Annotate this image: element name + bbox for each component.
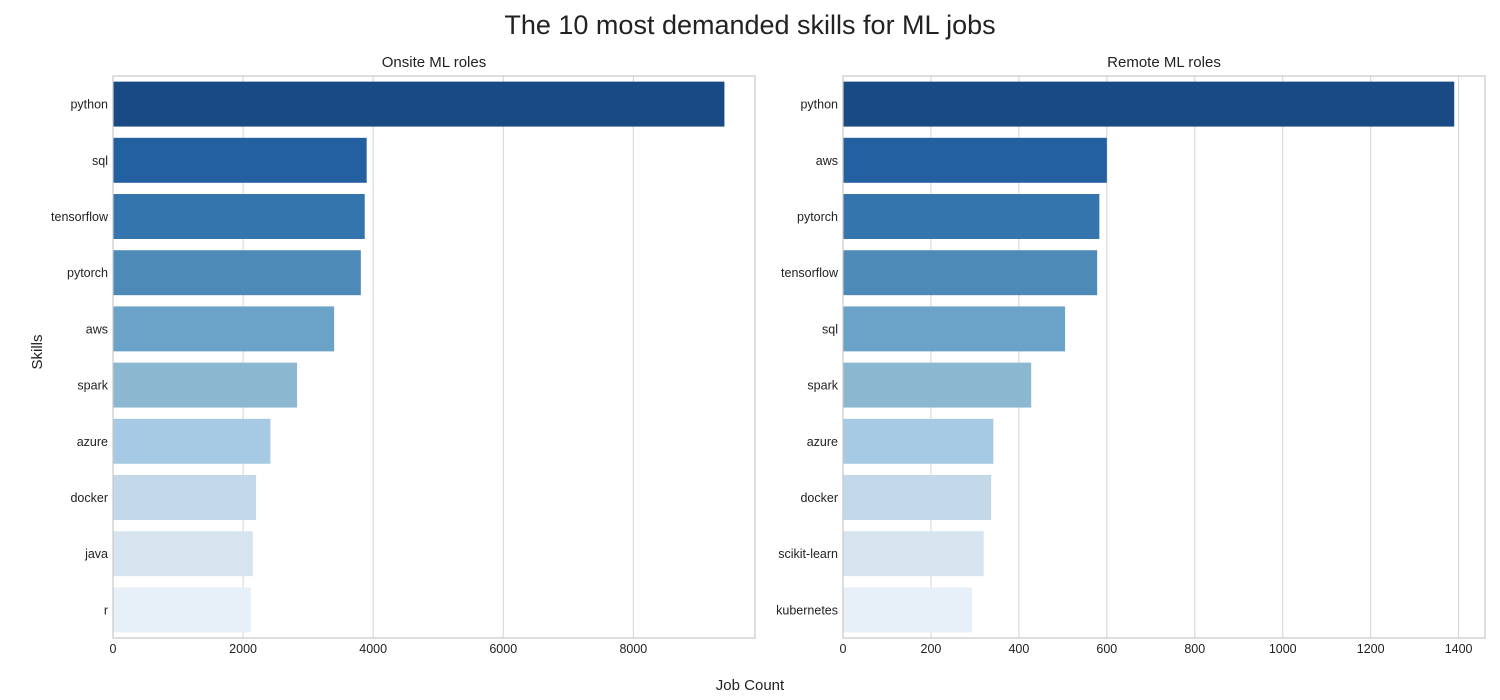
axes-frame (842, 75, 1486, 639)
y-tick-label: aws (816, 154, 838, 168)
x-tick-label: 0 (110, 642, 117, 656)
y-tick-label: python (70, 98, 108, 112)
x-tick-label: 2000 (229, 642, 257, 656)
bar-sql (843, 306, 1066, 352)
x-tick-label: 800 (1184, 642, 1205, 656)
bar-sql (113, 137, 367, 183)
figure-title: The 10 most demanded skills for ML jobs (504, 10, 995, 40)
bar-aws (843, 137, 1107, 183)
bar-spark (843, 362, 1032, 408)
bar-python (843, 81, 1455, 127)
bar-java (113, 531, 253, 577)
bar-r (113, 587, 251, 633)
bar-kubernetes (843, 587, 972, 633)
x-tick-label: 200 (921, 642, 942, 656)
subplot-title: Remote ML roles (1107, 54, 1221, 71)
y-tick-label: spark (77, 379, 108, 393)
y-tick-label: python (800, 98, 838, 112)
bar-azure (113, 418, 271, 464)
y-tick-label: docker (70, 491, 108, 505)
subplot-remote: Remote ML roles python aws pytorch tensorflo… (776, 54, 1486, 656)
y-tick-label: r (104, 603, 108, 617)
bar-tensorflow (843, 250, 1098, 296)
bar-aws (113, 306, 335, 352)
bar-azure (843, 418, 994, 464)
x-axis-label: Job Count (716, 677, 785, 694)
x-tick-label: 6000 (489, 642, 517, 656)
y-tick-label: sql (822, 322, 838, 336)
y-tick-label: java (84, 547, 108, 561)
bar-python (113, 81, 725, 127)
subplot-title: Onsite ML roles (382, 54, 486, 71)
y-tick-label: azure (77, 435, 108, 449)
y-tick-label: kubernetes (776, 603, 838, 617)
bar-scikit-learn (843, 531, 984, 577)
y-tick-label: tensorflow (781, 266, 839, 280)
x-tick-label: 4000 (359, 642, 387, 656)
bar-spark (113, 362, 298, 408)
x-tick-label: 8000 (619, 642, 647, 656)
y-tick-label: sql (92, 154, 108, 168)
y-tick-label: pytorch (797, 210, 838, 224)
y-tick-label: azure (807, 435, 838, 449)
x-tick-label: 0 (840, 642, 847, 656)
x-tick-label: 1200 (1357, 642, 1385, 656)
bar-pytorch (843, 194, 1100, 239)
x-tick-label: 1400 (1445, 642, 1473, 656)
y-tick-label: spark (807, 379, 838, 393)
bar-tensorflow (113, 194, 365, 239)
axes-frame (112, 75, 756, 639)
x-tick-label: 600 (1096, 642, 1117, 656)
y-tick-label: pytorch (67, 266, 108, 280)
bar-docker (843, 475, 992, 520)
subplot-onsite: Onsite ML roles python sql tensorflow pytorc… (51, 54, 756, 656)
x-tick-label: 400 (1008, 642, 1029, 656)
bar-docker (113, 475, 257, 520)
y-tick-label: tensorflow (51, 210, 109, 224)
x-tick-label: 1000 (1269, 642, 1297, 656)
y-tick-label: docker (800, 491, 838, 505)
y-axis-label: Skills (29, 334, 46, 369)
y-tick-label: aws (86, 322, 108, 336)
y-tick-label: scikit-learn (778, 547, 838, 561)
bar-pytorch (113, 250, 361, 296)
